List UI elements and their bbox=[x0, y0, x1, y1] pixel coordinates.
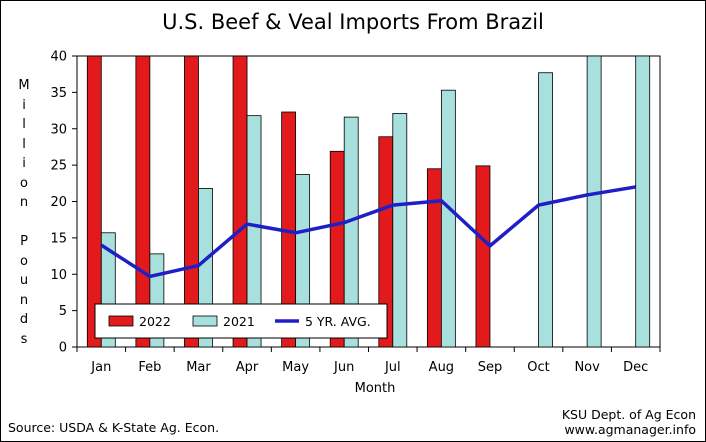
y-axis-label-char: o bbox=[20, 253, 28, 269]
bar-2022-feb bbox=[135, 55, 151, 348]
bar-2021-aug bbox=[440, 89, 456, 348]
x-tick-label: Apr bbox=[236, 360, 259, 375]
x-tick-label: Jan bbox=[90, 360, 111, 375]
legend-swatch-2021 bbox=[192, 315, 218, 327]
y-axis-label-char: i bbox=[22, 97, 26, 113]
y-axis-label-char: s bbox=[20, 331, 28, 347]
y-tick-label: 5 bbox=[59, 304, 67, 319]
y-tick-label: 20 bbox=[50, 195, 67, 210]
bar-2021-nov bbox=[586, 55, 602, 348]
x-tick-label: Feb bbox=[138, 360, 161, 375]
legend-label-2022: 2022 bbox=[139, 314, 171, 329]
y-axis-label-char: l bbox=[22, 136, 26, 152]
series-line-5yr-avg bbox=[100, 185, 636, 279]
bar-2022-aug bbox=[426, 168, 442, 348]
x-tick-label: Mar bbox=[186, 360, 211, 375]
credit-note: KSU Dept. of Ag Econ www.agmanager.info bbox=[562, 407, 696, 437]
x-tick-label: May bbox=[282, 360, 309, 375]
y-axis-label-char: u bbox=[19, 273, 29, 288]
x-tick-label: Jun bbox=[333, 360, 354, 375]
y-axis-label-char: M bbox=[18, 78, 30, 93]
x-tick-label: Jul bbox=[384, 360, 401, 375]
y-tick-label: 40 bbox=[50, 50, 67, 65]
credit-line-2: www.agmanager.info bbox=[564, 422, 696, 437]
y-axis-label-char: l bbox=[22, 117, 26, 132]
x-tick-label: Nov bbox=[574, 360, 600, 375]
y-axis-label-char: n bbox=[19, 195, 29, 210]
source-note: Source: USDA & K-State Ag. Econ. bbox=[8, 420, 220, 435]
bar-2021-oct bbox=[538, 72, 553, 348]
y-tick-label: 10 bbox=[50, 268, 67, 283]
x-tick-label: Oct bbox=[527, 360, 549, 375]
bar-2021-apr bbox=[246, 115, 262, 348]
y-tick-label: 25 bbox=[50, 159, 67, 174]
bar-2021-jul bbox=[392, 113, 408, 348]
chart-title: U.S. Beef & Veal Imports From Brazil bbox=[162, 10, 544, 34]
x-tick-label: Aug bbox=[429, 360, 454, 375]
legend-label-2021: 2021 bbox=[223, 314, 255, 329]
y-axis-label-char: n bbox=[19, 292, 29, 308]
x-tick-label: Sep bbox=[478, 360, 503, 375]
y-tick-label: 15 bbox=[50, 231, 67, 246]
bar-2021-jun bbox=[343, 116, 359, 348]
y-tick-label: 35 bbox=[50, 86, 67, 101]
x-tick-label: Dec bbox=[623, 360, 648, 375]
y-tick-label: 30 bbox=[50, 122, 67, 137]
y-tick-label: 0 bbox=[59, 341, 67, 356]
bar-2021-dec bbox=[635, 55, 651, 348]
plot-area bbox=[76, 55, 661, 348]
bar-2022-apr bbox=[232, 55, 248, 348]
legend-swatch-2022 bbox=[108, 315, 134, 327]
legend-box bbox=[94, 303, 388, 339]
y-axis-label-char: o bbox=[20, 175, 28, 191]
bar-2022-jan bbox=[86, 55, 102, 348]
y-axis-label-char: i bbox=[22, 156, 26, 171]
y-axis-label-char: d bbox=[19, 312, 29, 327]
bar-2022-sep bbox=[475, 165, 491, 348]
x-axis-label: Month bbox=[354, 381, 396, 396]
credit-line-1: KSU Dept. of Ag Econ bbox=[561, 407, 696, 422]
legend-label-5-yr-avg-: 5 YR. AVG. bbox=[305, 314, 371, 329]
bar-2022-mar bbox=[184, 55, 199, 348]
y-axis-label-char: P bbox=[20, 234, 28, 249]
